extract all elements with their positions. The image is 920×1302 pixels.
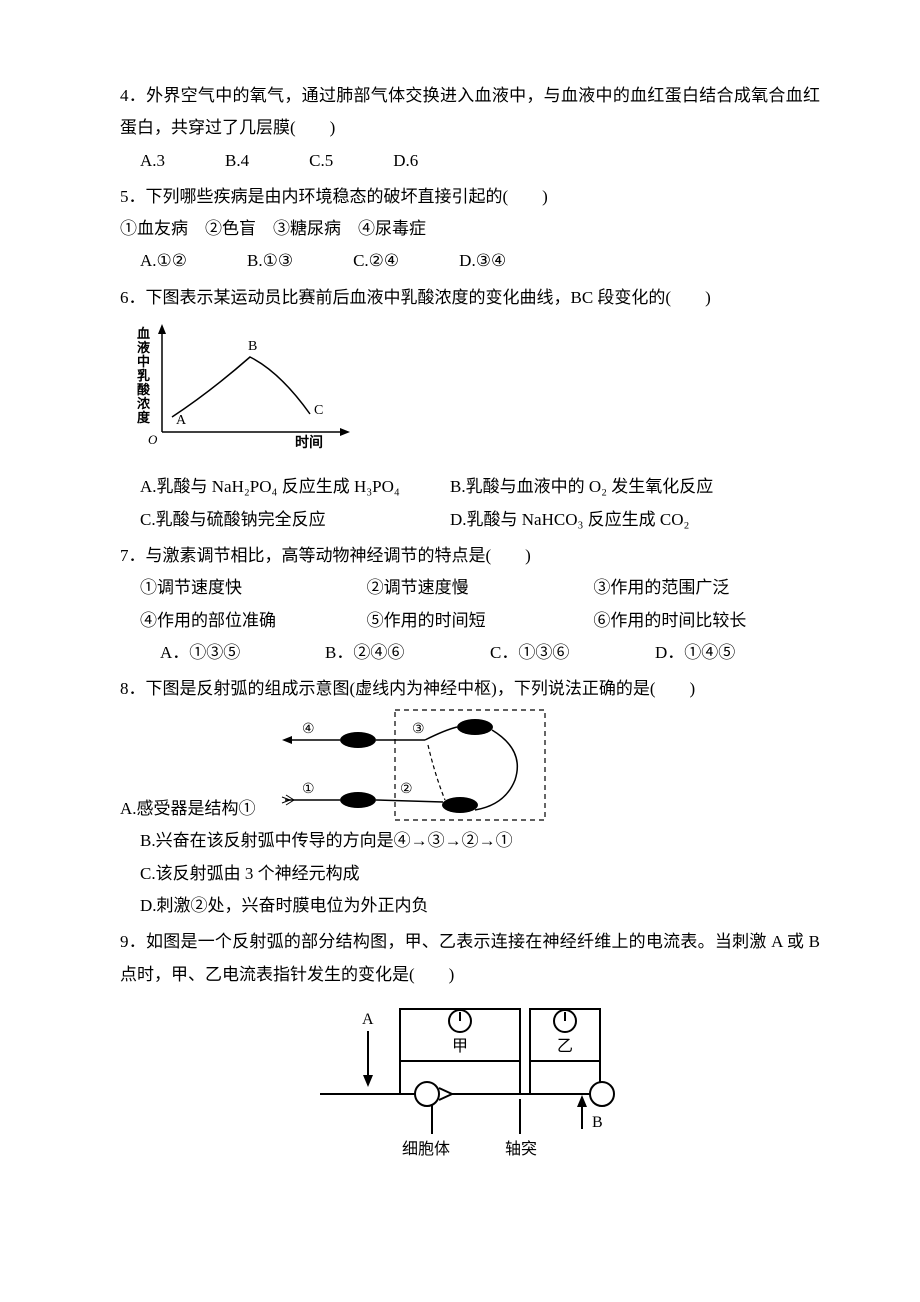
q6-stem: 6．下图表示某运动员比赛前后血液中乳酸浓度的变化曲线，BC 段变化的( ) [120, 282, 820, 314]
q8-opt-d: D.刺激②处，兴奋时膜电位为外正内负 [120, 890, 820, 922]
question-9: 9．如图是一个反射弧的部分结构图，甲、乙表示连接在神经纤维上的电流表。当刺激 A… [120, 926, 820, 1169]
q8-label-4: ④ [302, 722, 315, 737]
q4-options: A.3 B.4 C.5 D.6 [120, 145, 820, 177]
q6-opt-a: A.乳酸与 NaH₂PO₄ 反应生成 H₃PO₄ [140, 471, 450, 503]
q5-sub: ①血友病 ②色盲 ③糖尿病 ④尿毒症 [120, 213, 820, 245]
question-7: 7．与激素调节相比，高等动物神经调节的特点是( ) ①调节速度快 ②调节速度慢 … [120, 540, 820, 669]
q8-opt-b: B.兴奋在该反射弧中传导的方向是④→③→②→① [120, 825, 820, 857]
q4-opt-d: D.6 [393, 145, 418, 177]
q4-opt-c: C.5 [309, 145, 333, 177]
q5-opt-a: A.①② [140, 245, 187, 277]
q8-diagram: ④ ③ ① ② [280, 705, 560, 825]
q6-opt-b: B.乳酸与血液中的 O₂ 发生氧化反应 [450, 471, 713, 503]
q7-sub2: ②调节速度慢 [367, 572, 594, 604]
q7-sub-row2: ④作用的部位准确 ⑤作用的时间短 ⑥作用的时间比较长 [120, 605, 820, 637]
q6-yl-6: 度 [137, 410, 151, 425]
q8-label-1: ① [302, 782, 315, 797]
q9-axon-label: 轴突 [505, 1140, 537, 1158]
question-6: 6．下图表示某运动员比赛前后血液中乳酸浓度的变化曲线，BC 段变化的( ) A … [120, 282, 820, 536]
q5-stem: 5．下列哪些疾病是由内环境稳态的破坏直接引起的( ) [120, 181, 820, 213]
q9-a-label: A [362, 1011, 374, 1028]
q6-chart: A B C O 时间 血 液 中 乳 酸 浓 度 [130, 322, 360, 452]
q6-origin: O [148, 432, 158, 447]
q7-opt-c: C．①③⑥ [490, 637, 655, 669]
q8-stem: 8．下图是反射弧的组成示意图(虚线内为神经中枢)，下列说法正确的是( ) [120, 673, 820, 705]
q7-options: A．①③⑤ B．②④⑥ C．①③⑥ D．①④⑤ [120, 637, 820, 669]
q5-options: A.①② B.①③ C.②④ D.③④ [120, 245, 820, 277]
q6-opt-d: D.乳酸与 NaHCO₃ 反应生成 CO₂ [450, 504, 689, 536]
question-4: 4．外界空气中的氧气，通过肺部气体交换进入血液中，与血液中的血红蛋白结合成氧合血… [120, 80, 820, 177]
q4-stem: 4．外界空气中的氧气，通过肺部气体交换进入血液中，与血液中的血红蛋白结合成氧合血… [120, 80, 820, 145]
q6-yl-1: 液 [137, 340, 150, 355]
q7-sub6: ⑥作用的时间比较长 [593, 605, 820, 637]
q7-sub4: ④作用的部位准确 [140, 605, 367, 637]
q7-opt-b: B．②④⑥ [325, 637, 490, 669]
q5-opt-b: B.①③ [247, 245, 293, 277]
q4-opt-a: A.3 [140, 145, 165, 177]
q7-opt-a: A．①③⑤ [160, 637, 325, 669]
q9-diagram: 甲 乙 A B 细胞体 轴突 [320, 999, 620, 1169]
q7-sub5: ⑤作用的时间短 [367, 605, 594, 637]
q9-stem: 9．如图是一个反射弧的部分结构图，甲、乙表示连接在神经纤维上的电流表。当刺激 A… [120, 926, 820, 991]
q6-xlabel: 时间 [295, 434, 323, 451]
q5-opt-c: C.②④ [353, 245, 399, 277]
q8-label-2: ② [400, 782, 413, 797]
q4-opt-b: B.4 [225, 145, 249, 177]
question-8: 8．下图是反射弧的组成示意图(虚线内为神经中枢)，下列说法正确的是( ) A.感… [120, 673, 820, 922]
q6-yl-5: 浓 [137, 396, 151, 411]
q6-options-row2: C.乳酸与硫酸钠完全反应 D.乳酸与 NaHCO₃ 反应生成 CO₂ [120, 504, 820, 536]
q7-sub-row1: ①调节速度快 ②调节速度慢 ③作用的范围广泛 [120, 572, 820, 604]
q6-yl-2: 中 [137, 354, 150, 369]
q9-cell-label: 细胞体 [402, 1140, 450, 1158]
q9-b-label: B [592, 1114, 603, 1131]
q6-yl-3: 乳 [137, 368, 150, 383]
q5-opt-d: D.③④ [459, 245, 506, 277]
q6-options-row1: A.乳酸与 NaH₂PO₄ 反应生成 H₃PO₄ B.乳酸与血液中的 O₂ 发生… [120, 471, 820, 503]
q6-point-a: A [176, 413, 187, 428]
q6-opt-c: C.乳酸与硫酸钠完全反应 [140, 504, 450, 536]
q7-opt-d: D．①④⑤ [655, 637, 820, 669]
q9-jia: 甲 [452, 1038, 468, 1055]
q6-yl-0: 血 [137, 326, 150, 341]
q6-point-c: C [314, 403, 323, 418]
q6-point-b: B [248, 339, 257, 354]
q7-stem: 7．与激素调节相比，高等动物神经调节的特点是( ) [120, 540, 820, 572]
q7-sub1: ①调节速度快 [140, 572, 367, 604]
q7-sub3: ③作用的范围广泛 [593, 572, 820, 604]
q8-opt-c: C.该反射弧由 3 个神经元构成 [120, 858, 820, 890]
q9-yi: 乙 [557, 1038, 573, 1055]
q6-yl-4: 酸 [137, 382, 151, 397]
question-5: 5．下列哪些疾病是由内环境稳态的破坏直接引起的( ) ①血友病 ②色盲 ③糖尿病… [120, 181, 820, 278]
q8-opt-a: A.感受器是结构① [120, 793, 270, 825]
q8-label-3: ③ [412, 722, 425, 737]
